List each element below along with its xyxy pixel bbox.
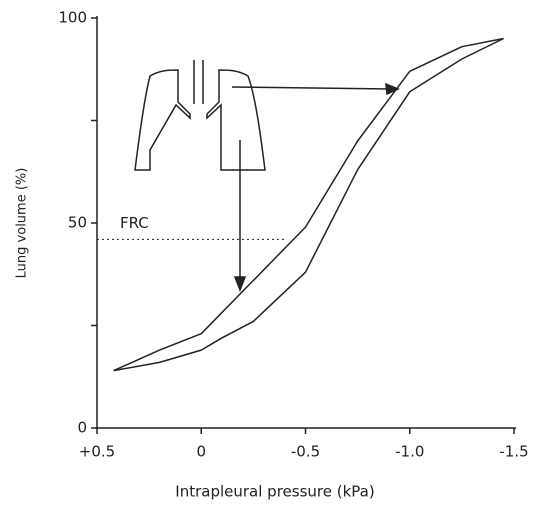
arrows <box>231 82 400 293</box>
y-tick-label: 0 <box>77 419 87 437</box>
x-tick-label: -1.5 <box>499 443 528 461</box>
x-tick-label: -0.5 <box>291 443 320 461</box>
y-tick-label: 100 <box>58 9 87 27</box>
frc-label: FRC <box>120 214 149 232</box>
curve <box>113 37 504 372</box>
x-tick-label: -1.0 <box>395 443 424 461</box>
y-tick-label: 50 <box>68 214 87 232</box>
x-tick-label: +0.5 <box>79 443 115 461</box>
x-axis-label: Intrapleural pressure (kPa) <box>175 483 374 501</box>
curve <box>113 37 504 372</box>
lung-icon <box>134 60 266 171</box>
y-axis-label: Lung volume (%) <box>15 168 30 279</box>
x-tick-label: 0 <box>196 443 206 461</box>
